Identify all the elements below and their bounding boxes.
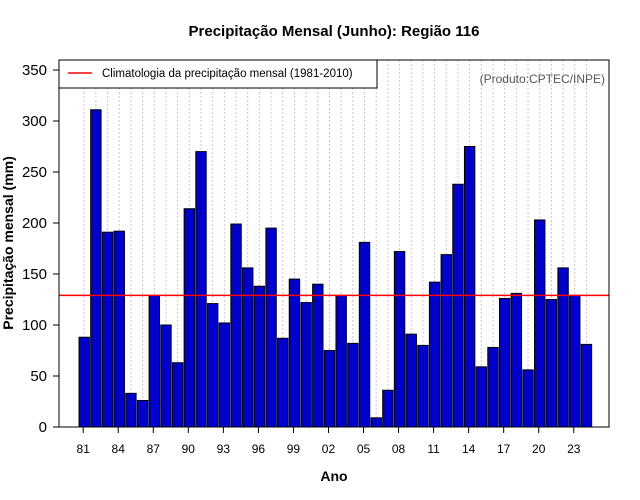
bar	[522, 369, 534, 428]
bar	[113, 230, 125, 428]
bar	[90, 109, 102, 428]
bar	[440, 254, 452, 428]
bar	[253, 285, 266, 428]
legend-box	[58, 59, 378, 89]
x-tick-label: 96	[252, 442, 266, 456]
bar	[183, 208, 196, 428]
x-tick-label: 23	[567, 442, 581, 456]
y-tick-label: 0	[39, 419, 47, 436]
bar	[358, 241, 371, 428]
bar	[148, 294, 160, 428]
bar	[545, 299, 558, 428]
y-tick-label: 100	[22, 317, 47, 334]
bar	[171, 362, 184, 428]
bar	[218, 322, 231, 428]
bar	[382, 389, 394, 428]
bar	[569, 294, 581, 428]
bar	[452, 183, 464, 428]
x-tick-label: 87	[147, 442, 161, 456]
x-tick-label: 11	[427, 442, 440, 456]
y-tick-label: 250	[22, 164, 47, 181]
legend: Climatologia da precipitação mensal (198…	[58, 59, 378, 89]
x-tick-label: 05	[357, 442, 371, 456]
bar	[160, 324, 172, 428]
bar	[242, 267, 254, 428]
bar	[557, 267, 569, 428]
bar	[428, 281, 441, 428]
bar	[393, 251, 406, 428]
bar	[125, 392, 137, 428]
bar	[136, 399, 149, 428]
bar	[463, 146, 476, 428]
bar	[277, 337, 289, 428]
x-tick-label: 84	[112, 442, 126, 456]
x-tick-label: 20	[532, 442, 546, 456]
bar	[288, 278, 301, 428]
x-tick-label: 14	[462, 442, 476, 456]
bar	[580, 343, 593, 428]
bar	[534, 219, 546, 428]
y-tick-label: 150	[22, 266, 47, 283]
legend-label: Climatologia da precipitação mensal (198…	[102, 68, 353, 80]
y-tick-label: 200	[22, 215, 47, 232]
x-axis-title: Ano	[320, 468, 347, 484]
bar	[417, 344, 429, 428]
bar	[475, 366, 488, 428]
x-tick-label: 81	[77, 442, 91, 456]
y-axis: 0 50 100 150 200 250 300 350	[22, 62, 59, 436]
bar	[265, 227, 277, 428]
x-tick-label: 99	[287, 442, 301, 456]
x-tick-label: 08	[392, 442, 406, 456]
bar	[312, 283, 324, 428]
bar	[78, 336, 90, 428]
bar	[300, 302, 312, 428]
bar	[487, 346, 499, 428]
bar	[230, 223, 242, 428]
y-axis-title: Precipitação mensal (mm)	[0, 156, 16, 330]
y-tick-label: 50	[30, 368, 47, 385]
bar	[323, 350, 336, 428]
bar-series	[78, 109, 593, 428]
y-tick-label: 300	[22, 113, 47, 130]
bar	[405, 333, 417, 428]
credit-text: (Produto:CPTEC/INPE)	[480, 72, 605, 86]
x-tick-label: 93	[217, 442, 231, 456]
bar	[498, 297, 511, 428]
bar	[335, 294, 347, 428]
bar	[101, 231, 114, 428]
x-tick-label: 90	[182, 442, 196, 456]
x-tick-label: 02	[322, 442, 336, 456]
y-tick-label: 350	[22, 62, 47, 79]
chart-title: Precipitação Mensal (Junho): Região 116	[189, 23, 480, 40]
x-axis: 81 84 87 90 93 96 99 02 05 08 11 14 17 20 23	[77, 427, 581, 456]
bar	[370, 417, 382, 428]
x-tick-label: 17	[497, 442, 511, 456]
bar	[347, 342, 359, 428]
bar	[195, 151, 207, 428]
bar	[510, 292, 523, 428]
bar	[206, 303, 219, 428]
